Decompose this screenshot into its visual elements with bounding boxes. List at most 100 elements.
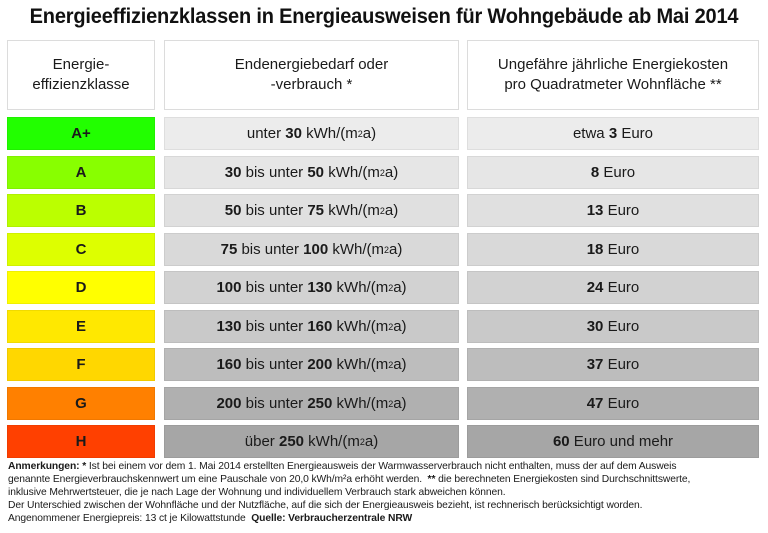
range-unit-end: a) <box>393 356 407 373</box>
source-note: Quelle: Verbraucherzentrale NRW <box>251 513 413 524</box>
header-energy-demand-line2: -verbrauch * <box>270 76 353 93</box>
energy-class-cell: H <box>7 425 155 458</box>
energy-class-label: G <box>75 395 87 412</box>
range-unit-end: a) <box>362 125 377 142</box>
cost-suffix: Euro <box>603 202 640 219</box>
cost-value: 37 <box>586 356 604 373</box>
footnote-label: Anmerkungen: <box>8 461 80 472</box>
energy-class-cell: B <box>7 194 155 227</box>
header-energy-class-line2: effizienzklasse <box>32 76 130 93</box>
energy-demand-cell: 130 bis unter 160 kWh/(m 2 a) <box>164 310 459 343</box>
range-unit-end: a) <box>384 202 399 219</box>
range-mid: bis unter <box>237 241 304 258</box>
energy-demand-cell: 30 bis unter 50 kWh/(m 2 a) <box>164 156 459 189</box>
cost-suffix: Euro <box>617 125 654 142</box>
cost-suffix: Euro <box>603 241 640 258</box>
range-from: 100 <box>216 279 242 296</box>
range-mid: bis unter <box>241 202 308 219</box>
range-unit: kWh/(m <box>328 241 385 258</box>
energy-class-label: B <box>75 202 87 219</box>
energy-class-cell: G <box>7 387 155 420</box>
energy-cost-cell: 8 Euro <box>467 156 759 189</box>
energy-demand-cell: unter 30 kWh/(m 2 a) <box>164 117 459 150</box>
range-unit: kWh/(m <box>332 318 389 335</box>
range-mid: bis unter <box>241 279 308 296</box>
energy-demand-cell: über 250 kWh/(m 2 a) <box>164 425 459 458</box>
cost-value: 60 <box>552 433 570 450</box>
range-mid: bis unter <box>241 318 308 335</box>
range-to: 130 <box>307 279 333 296</box>
footnote-line-1: Anmerkungen: * Ist bei einem vor dem 1. … <box>8 460 763 473</box>
range-to: 50 <box>307 164 325 181</box>
energy-class-cell: C <box>7 233 155 266</box>
cost-value: 24 <box>586 279 604 296</box>
range-to: 75 <box>307 202 325 219</box>
energy-cost-cell: 30 Euro <box>467 310 759 343</box>
footnote-line-4: Der Unterschied zwischen der Wohnfläche … <box>8 500 643 511</box>
energy-demand-cell: 50 bis unter 75 kWh/(m 2 a) <box>164 194 459 227</box>
energy-cost-cell: 24 Euro <box>467 271 759 304</box>
energy-cost-cell: 13 Euro <box>467 194 759 227</box>
footnote-line-3: inklusive Mehrwertsteuer, die je nach La… <box>8 487 506 498</box>
range-mid: bis unter <box>241 395 308 412</box>
range-to: 160 <box>307 318 333 335</box>
energy-cost-cell: 47 Euro <box>467 387 759 420</box>
cost-suffix: Euro <box>603 395 640 412</box>
range-from: 130 <box>216 318 242 335</box>
chart-title: Energieeffizienzklassen in Energieauswei… <box>29 4 739 28</box>
energy-class-label: D <box>75 279 87 296</box>
header-energy-class-line1: Energie- <box>52 56 110 73</box>
energy-class-cell: A+ <box>7 117 155 150</box>
range-from: 200 <box>216 395 242 412</box>
header-energy-costs-line1: Ungefähre jährliche Energiekosten <box>497 56 729 73</box>
energy-cost-cell: 37 Euro <box>467 348 759 381</box>
energy-class-label: H <box>75 433 87 450</box>
range-unit-end: a) <box>384 164 399 181</box>
energy-class-cell: E <box>7 310 155 343</box>
range-to: 250 <box>307 395 333 412</box>
header-energy-class: Energie-effizienzklasse <box>7 40 155 110</box>
energy-cost-cell: 18 Euro <box>467 233 759 266</box>
range-unit: kWh/(m <box>332 279 389 296</box>
footnote-double-star: ** <box>427 474 436 485</box>
energy-class-label: A+ <box>71 125 91 142</box>
cost-value: 8 <box>590 164 600 181</box>
range-to: 200 <box>307 356 333 373</box>
range-from: 50 <box>224 202 242 219</box>
footnote-line-5: Angenommener Energiepreis: 13 ct je Kilo… <box>8 512 763 525</box>
range-unit-end: a) <box>389 241 403 258</box>
energy-demand-cell: 160 bis unter 200 kWh/(m 2 a) <box>164 348 459 381</box>
energy-class-label: C <box>75 241 87 258</box>
footnotes: Anmerkungen: * Ist bei einem vor dem 1. … <box>8 460 763 525</box>
cost-suffix: Euro und mehr <box>569 433 674 450</box>
energy-demand-cell: 200 bis unter 250 kWh/(m 2 a) <box>164 387 459 420</box>
range-unit-end: a) <box>364 433 379 450</box>
energy-class-cell: D <box>7 271 155 304</box>
footnote-text-2a: genannte Energieverbrauchskennwert um ei… <box>8 474 428 485</box>
range-mid: bis unter <box>241 164 308 181</box>
range-from: 30 <box>224 164 242 181</box>
range-mid: bis unter <box>241 356 308 373</box>
cost-prefix: etwa <box>572 125 609 142</box>
cost-value: 13 <box>586 202 604 219</box>
cost-suffix: Euro <box>603 318 640 335</box>
energy-class-label: F <box>76 356 86 373</box>
header-energy-costs: Ungefähre jährliche Energiekosten pro Qua… <box>467 40 759 110</box>
energy-price-note: Angenommener Energiepreis: 13 ct je Kilo… <box>8 513 252 524</box>
range-unit-end: a) <box>393 395 407 412</box>
range-unit: kWh/(m <box>324 164 380 181</box>
energy-class-label: A <box>75 164 87 181</box>
range-to: 30 <box>285 125 302 142</box>
cost-value: 47 <box>586 395 604 412</box>
cost-value: 3 <box>608 125 618 142</box>
range-to: 100 <box>303 241 329 258</box>
header-energy-demand-line1: Endenergiebedarf oder <box>234 56 389 73</box>
range-from: 75 <box>220 241 238 258</box>
range-unit: kWh/(m <box>324 202 380 219</box>
range-prefix: über <box>244 433 279 450</box>
footnote-text-2b: die berechneten Energiekosten sind Durch… <box>435 474 691 485</box>
energy-class-cell: A <box>7 156 155 189</box>
cost-value: 18 <box>586 241 604 258</box>
range-to: 250 <box>278 433 305 450</box>
footnote-star: * <box>79 461 89 472</box>
